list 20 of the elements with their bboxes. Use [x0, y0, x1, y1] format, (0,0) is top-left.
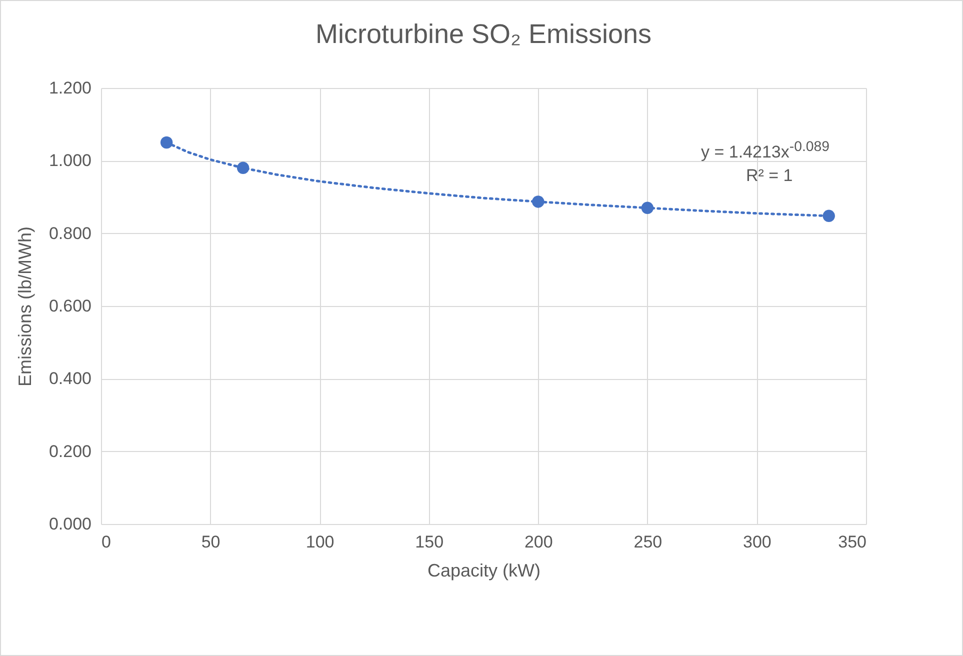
x-tick-label: 350 [838, 532, 866, 552]
y-tick-label: 1.000 [48, 151, 92, 170]
x-axis-title: Capacity (kW) [427, 560, 541, 580]
x-tick-label: 0 [102, 532, 111, 552]
x-tick-label: 200 [524, 532, 553, 552]
x-tick-label: 100 [306, 532, 334, 552]
annotation: R² = 1 [746, 166, 793, 186]
y-tick-label: 0.200 [48, 442, 92, 461]
y-tick-label: 1.200 [48, 78, 92, 98]
y-axis-title: Emissions (lb/MWh) [14, 226, 35, 387]
y-tick-label: 0.000 [48, 514, 92, 534]
y-tick-label: 0.600 [48, 296, 92, 316]
chart-title: Microturbine SO₂ Emissions [315, 19, 652, 49]
y-tick-label: 0.400 [48, 369, 92, 388]
x-tick-label: 50 [201, 532, 220, 552]
x-tick-label: 250 [634, 532, 662, 552]
x-tick-label: 150 [415, 532, 444, 552]
x-tick-label: 300 [743, 532, 772, 552]
annotation: y = 1.4213x$^{-0.089}$ [701, 139, 830, 163]
y-tick-label: 0.800 [48, 224, 92, 243]
